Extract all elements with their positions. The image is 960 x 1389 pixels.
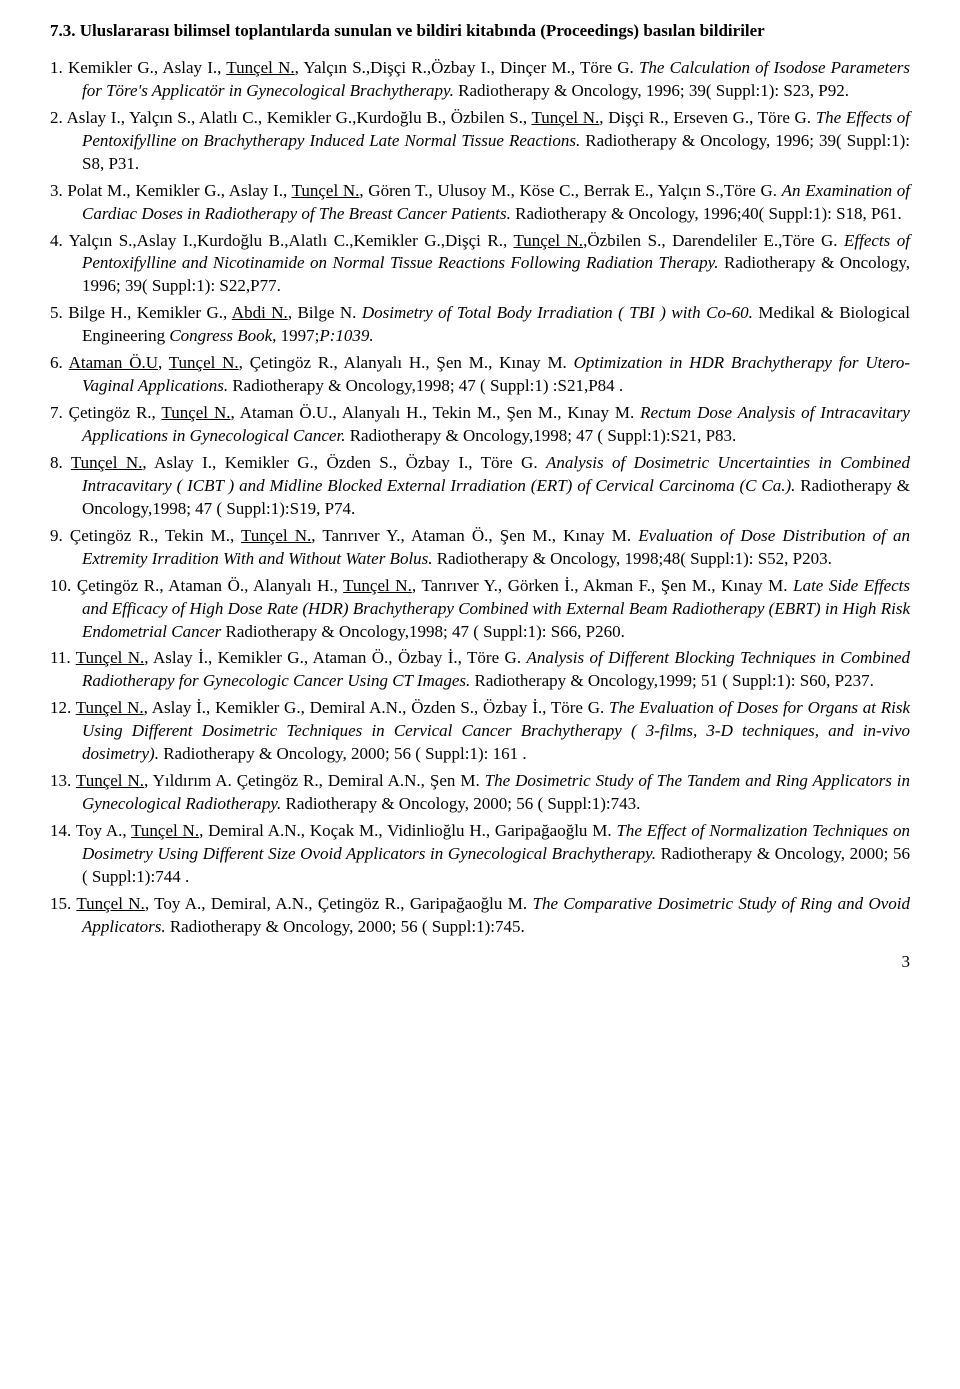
reference-text: Ataman Ö.U, Tunçel N., Çetingöz R., Alan… bbox=[69, 353, 910, 395]
reference-item: 12. Tunçel N., Aslay İ., Kemikler G., De… bbox=[50, 697, 910, 766]
reference-item: 7. Çetingöz R., Tunçel N., Ataman Ö.U., … bbox=[50, 402, 910, 448]
reference-item: 13. Tunçel N., Yıldırım A. Çetingöz R., … bbox=[50, 770, 910, 816]
reference-number: 8. bbox=[50, 453, 71, 472]
reference-text: Tunçel N., Aslay İ., Kemikler G., Demira… bbox=[76, 698, 910, 763]
reference-text: Aslay I., Yalçın S., Alatlı C., Kemikler… bbox=[66, 108, 910, 173]
reference-item: 9. Çetingöz R., Tekin M., Tunçel N., Tan… bbox=[50, 525, 910, 571]
reference-text: Yalçın S.,Aslay I.,Kurdoğlu B.,Alatlı C.… bbox=[69, 231, 910, 296]
reference-item: 4. Yalçın S.,Aslay I.,Kurdoğlu B.,Alatlı… bbox=[50, 230, 910, 299]
reference-item: 10. Çetingöz R., Ataman Ö., Alanyalı H.,… bbox=[50, 575, 910, 644]
reference-text: Tunçel N., Toy A., Demiral, A.N., Çeting… bbox=[76, 894, 910, 936]
reference-item: 11. Tunçel N., Aslay İ., Kemikler G., At… bbox=[50, 647, 910, 693]
reference-item: 15. Tunçel N., Toy A., Demiral, A.N., Çe… bbox=[50, 893, 910, 939]
reference-text: Tunçel N., Aslay I., Kemikler G., Özden … bbox=[71, 453, 910, 518]
reference-item: 5. Bilge H., Kemikler G., Abdi N., Bilge… bbox=[50, 302, 910, 348]
reference-item: 2. Aslay I., Yalçın S., Alatlı C., Kemik… bbox=[50, 107, 910, 176]
reference-text: Tunçel N., Aslay İ., Kemikler G., Ataman… bbox=[76, 648, 910, 690]
reference-text: Çetingöz R., Tunçel N., Ataman Ö.U., Ala… bbox=[69, 403, 910, 445]
reference-item: 1. Kemikler G., Aslay I., Tunçel N., Yal… bbox=[50, 57, 910, 103]
section-heading: 7.3. Uluslararası bilimsel toplantılarda… bbox=[50, 20, 910, 43]
reference-number: 11. bbox=[50, 648, 76, 667]
reference-text: Bilge H., Kemikler G., Abdi N., Bilge N.… bbox=[68, 303, 910, 345]
reference-text: Çetingöz R., Tekin M., Tunçel N., Tanrıv… bbox=[70, 526, 910, 568]
reference-number: 9. bbox=[50, 526, 70, 545]
reference-number: 14. bbox=[50, 821, 76, 840]
page-number: 3 bbox=[50, 951, 910, 974]
reference-number: 3. bbox=[50, 181, 67, 200]
reference-item: 6. Ataman Ö.U, Tunçel N., Çetingöz R., A… bbox=[50, 352, 910, 398]
reference-number: 13. bbox=[50, 771, 76, 790]
reference-number: 4. bbox=[50, 231, 69, 250]
reference-number: 1. bbox=[50, 58, 68, 77]
reference-list: 1. Kemikler G., Aslay I., Tunçel N., Yal… bbox=[50, 57, 910, 939]
reference-item: 14. Toy A., Tunçel N., Demiral A.N., Koç… bbox=[50, 820, 910, 889]
reference-number: 2. bbox=[50, 108, 66, 127]
reference-number: 7. bbox=[50, 403, 69, 422]
reference-number: 12. bbox=[50, 698, 76, 717]
reference-text: Toy A., Tunçel N., Demiral A.N., Koçak M… bbox=[76, 821, 910, 886]
reference-text: Polat M., Kemikler G., Aslay I., Tunçel … bbox=[67, 181, 910, 223]
reference-item: 8. Tunçel N., Aslay I., Kemikler G., Özd… bbox=[50, 452, 910, 521]
reference-text: Tunçel N., Yıldırım A. Çetingöz R., Demi… bbox=[76, 771, 910, 813]
reference-number: 15. bbox=[50, 894, 76, 913]
reference-number: 10. bbox=[50, 576, 77, 595]
reference-item: 3. Polat M., Kemikler G., Aslay I., Tunç… bbox=[50, 180, 910, 226]
reference-number: 6. bbox=[50, 353, 69, 372]
reference-text: Kemikler G., Aslay I., Tunçel N., Yalçın… bbox=[68, 58, 910, 100]
reference-text: Çetingöz R., Ataman Ö., Alanyalı H., Tun… bbox=[77, 576, 910, 641]
reference-number: 5. bbox=[50, 303, 68, 322]
